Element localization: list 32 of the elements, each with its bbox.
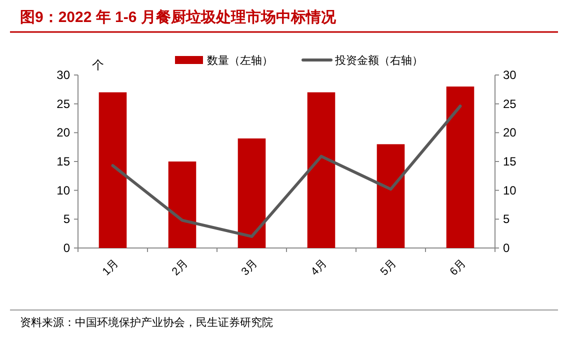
y2-tick-label: 20 [503,126,517,140]
text: 资料来源：中国环境保护产业协会，民生证券研究院 [20,316,273,329]
x-tick-label: 5月 [378,258,399,278]
x-tick-label: 2月 [170,258,190,278]
y-tick-label: 10 [56,183,70,198]
legend-label: 投资金额（右轴） [334,54,423,67]
chart-title: 图9：2022 年 1-6 月餐厨垃圾处理市场中标情况 [20,8,337,26]
bar [168,162,196,248]
legend-label: 数量（左轴） [207,54,273,67]
y2-tick-label: 5 [503,212,510,226]
y2-tick-label: 0 [503,241,510,255]
y-tick-label: 30 [56,68,70,82]
x-tick-label: 6月 [448,258,468,278]
x-tick-label: 3月 [239,258,260,278]
bar [376,144,405,248]
bar [98,92,127,248]
y-tick-label: 25 [56,96,70,111]
y2-tick-label: 30 [503,68,517,82]
bar [238,138,266,248]
y2-tick-label: 15 [503,154,517,168]
y-tick-label: 20 [56,126,70,140]
y2-tick-label: 10 [503,183,517,198]
bar [307,92,336,248]
y-tick-label: 5 [63,212,70,226]
x-tick-label: 4月 [308,258,330,278]
x-tick-label: 1月 [100,258,121,278]
bar [446,86,474,248]
y-tick-label: 15 [56,154,70,168]
line-series [111,104,462,238]
y-tick-label: 0 [63,241,70,255]
y-axis-title: 个 [92,58,104,72]
y2-tick-label: 25 [503,96,517,111]
